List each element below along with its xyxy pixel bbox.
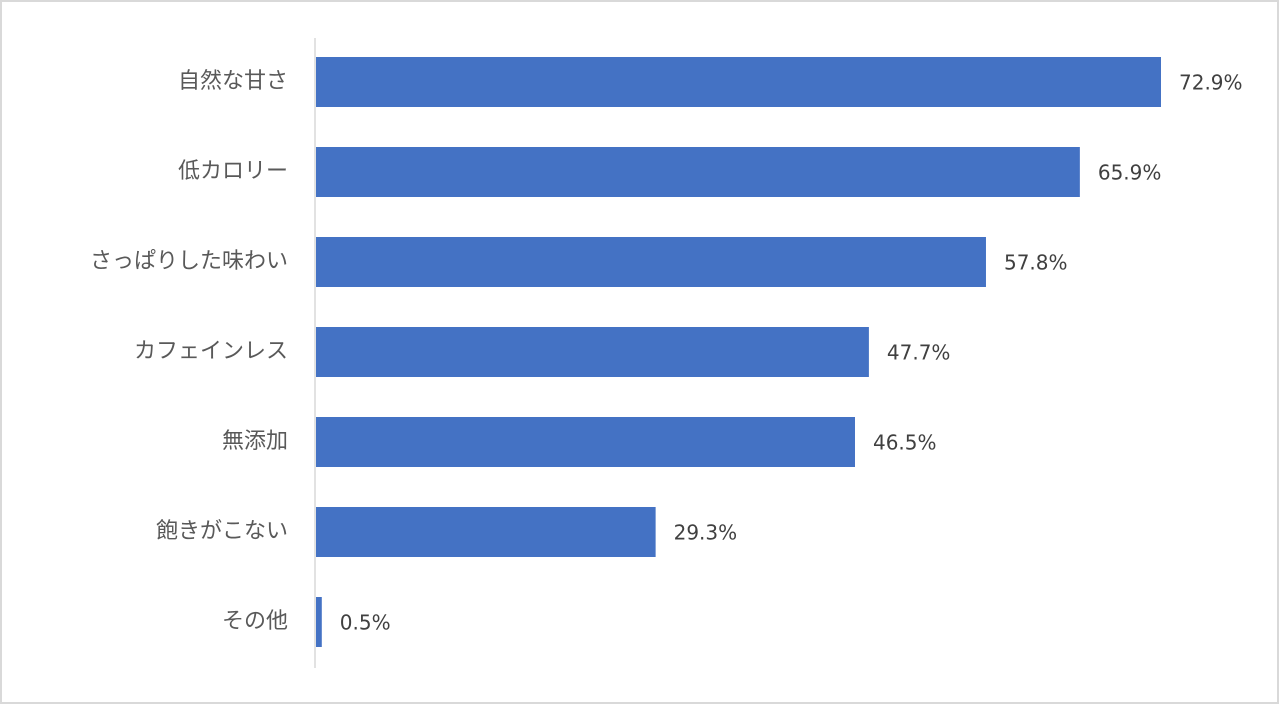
category-label: その他 (222, 609, 288, 634)
value-label: 72.9% (1179, 71, 1243, 95)
value-label: 46.5% (873, 431, 937, 455)
category-label: 飽きがこない (156, 519, 288, 544)
bar (316, 507, 656, 557)
value-label: 0.5% (340, 611, 391, 635)
bar (316, 147, 1080, 197)
value-label: 29.3% (674, 521, 738, 545)
bar (316, 57, 1161, 107)
category-label: 無添加 (222, 429, 288, 454)
bar (316, 237, 986, 287)
category-label: さっぱりした味わい (90, 249, 288, 274)
bar (316, 597, 322, 647)
category-label: カフェインレス (134, 339, 288, 364)
value-label: 47.7% (887, 341, 951, 365)
value-label: 57.8% (1004, 251, 1068, 275)
bar (316, 417, 855, 467)
bar (316, 327, 869, 377)
category-label: 低カロリー (178, 159, 288, 184)
category-label: 自然な甘さ (178, 69, 288, 94)
value-label: 65.9% (1098, 161, 1162, 185)
